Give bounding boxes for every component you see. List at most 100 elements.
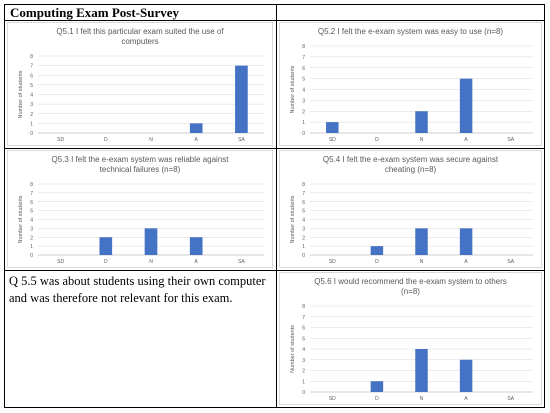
bar-d <box>370 381 384 392</box>
y-axis-label: Number of students <box>18 70 24 118</box>
x-tick-label: SD <box>57 137 64 143</box>
y-tick-label: 2 <box>302 235 305 241</box>
y-axis-label: Number of students <box>290 325 296 373</box>
x-tick-label: SA <box>238 137 245 143</box>
x-tick-label: SD <box>329 396 336 402</box>
y-tick-label: 8 <box>30 54 33 60</box>
bar-a <box>189 123 203 133</box>
y-tick-label: 7 <box>302 315 305 321</box>
y-tick-label: 0 <box>302 131 305 137</box>
x-tick-label: SA <box>507 259 514 265</box>
y-tick-label: 5 <box>302 77 305 83</box>
x-tick-label: A <box>464 259 468 265</box>
y-tick-label: 6 <box>302 66 305 72</box>
y-tick-label: 2 <box>302 369 305 375</box>
table-divider-row-1 <box>4 148 545 149</box>
y-tick-label: 4 <box>302 347 305 353</box>
y-tick-label: 8 <box>302 304 305 310</box>
x-tick-label: SA <box>238 259 245 265</box>
x-tick-label: N <box>420 396 424 402</box>
y-tick-label: 8 <box>302 44 305 50</box>
chart-q5-2: Q5.2 I felt the e-exam system was easy t… <box>279 22 542 146</box>
y-tick-label: 2 <box>30 112 33 118</box>
chart-q5-3: Q5.3 I felt the e-exam system was reliab… <box>7 150 273 268</box>
y-tick-label: 1 <box>302 244 305 250</box>
x-tick-label: A <box>464 137 468 143</box>
bar-n <box>144 228 158 255</box>
x-tick-label: SA <box>507 137 514 143</box>
y-tick-label: 6 <box>302 326 305 332</box>
y-tick-label: 4 <box>302 88 305 94</box>
x-tick-label: D <box>375 259 379 265</box>
bar-sa <box>235 65 248 133</box>
x-tick-label: D <box>375 137 379 143</box>
chart-title-line: technical failures (n=8) <box>100 165 181 174</box>
y-tick-label: 5 <box>302 209 305 215</box>
y-axis-label: Number of students <box>18 195 24 243</box>
y-tick-label: 5 <box>30 209 33 215</box>
survey-table <box>4 4 545 408</box>
y-tick-label: 5 <box>30 83 33 89</box>
bar-a <box>459 359 473 392</box>
y-tick-label: 4 <box>30 93 33 99</box>
y-tick-label: 1 <box>30 121 33 127</box>
bar-a <box>189 237 203 255</box>
y-tick-label: 6 <box>30 200 33 206</box>
y-tick-label: 4 <box>302 218 305 224</box>
x-tick-label: D <box>104 259 108 265</box>
table-divider-vertical <box>276 4 277 408</box>
chart-q5-1: Q5.1 I felt this particular exam suited … <box>7 22 273 146</box>
y-tick-label: 0 <box>30 131 33 137</box>
bar-d <box>370 246 384 255</box>
y-tick-label: 8 <box>302 182 305 188</box>
x-tick-label: SD <box>57 259 64 265</box>
page-title: Computing Exam Post-Survey <box>10 5 180 20</box>
chart-title-line: cheating (n=8) <box>385 165 437 174</box>
x-tick-label: N <box>149 259 153 265</box>
chart-title-line: Q5.6 I would recommend the e-exam system… <box>314 277 507 286</box>
x-tick-label: A <box>195 259 199 265</box>
bar-a <box>459 228 473 255</box>
table-divider-header <box>4 20 545 21</box>
table-divider-row-2 <box>4 270 545 271</box>
x-tick-label: A <box>464 396 468 402</box>
y-tick-label: 7 <box>302 191 305 197</box>
bar-d <box>99 237 113 255</box>
q5-5-note: Q 5.5 was about students using their own… <box>9 274 266 305</box>
y-tick-label: 3 <box>302 98 305 104</box>
x-tick-label: D <box>104 137 108 143</box>
x-tick-label: SA <box>507 396 514 402</box>
y-tick-label: 1 <box>30 244 33 250</box>
bar-a <box>459 78 473 133</box>
x-tick-label: N <box>420 137 424 143</box>
y-tick-label: 3 <box>302 226 305 232</box>
chart-title-line: Q5.2 I felt the e-exam system was easy t… <box>318 27 504 36</box>
chart-q5-4: Q5.4 I felt the e-exam system was secure… <box>279 150 542 268</box>
chart-title-line: computers <box>121 37 158 46</box>
chart-title-line: Q5.1 I felt this particular exam suited … <box>56 27 224 36</box>
bar-n <box>415 228 428 255</box>
y-tick-label: 7 <box>30 191 33 197</box>
y-tick-label: 7 <box>30 64 33 70</box>
chart-q5-6: Q5.6 I would recommend the e-exam system… <box>279 272 542 405</box>
y-tick-label: 3 <box>302 358 305 364</box>
y-tick-label: 3 <box>30 226 33 232</box>
y-tick-label: 1 <box>302 120 305 126</box>
chart-svg: Q5.3 I felt the e-exam system was reliab… <box>18 155 264 265</box>
x-tick-label: SD <box>329 259 336 265</box>
y-tick-label: 1 <box>302 379 305 385</box>
y-tick-label: 3 <box>30 102 33 108</box>
x-tick-label: A <box>195 137 199 143</box>
bar-n <box>415 111 428 133</box>
y-tick-label: 0 <box>302 253 305 259</box>
y-tick-label: 2 <box>302 109 305 115</box>
bar-n <box>415 349 428 392</box>
chart-svg: Q5.1 I felt this particular exam suited … <box>18 27 264 143</box>
x-tick-label: SD <box>329 137 336 143</box>
chart-svg: Q5.6 I would recommend the e-exam system… <box>290 277 533 402</box>
y-tick-label: 7 <box>302 55 305 61</box>
y-axis-label: Number of students <box>290 195 296 243</box>
y-tick-label: 6 <box>30 73 33 79</box>
chart-svg: Q5.2 I felt the e-exam system was easy t… <box>290 27 533 143</box>
chart-title-line: Q5.4 I felt the e-exam system was secure… <box>323 155 499 164</box>
